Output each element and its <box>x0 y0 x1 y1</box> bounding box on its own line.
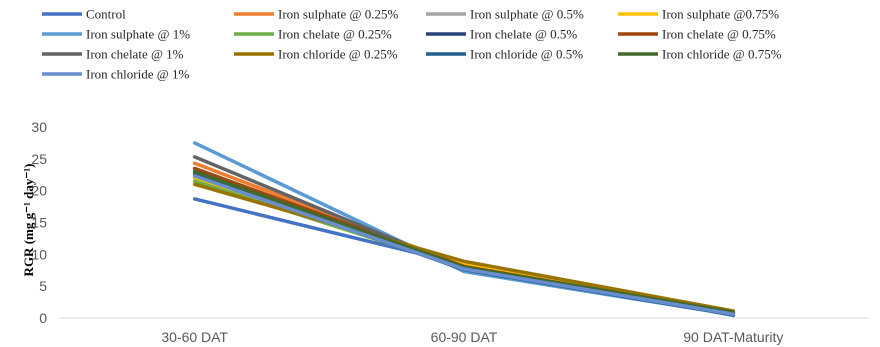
y-axis-ticks: 0 5 10 15 20 25 30 <box>31 119 47 326</box>
legend-label: Iron chloride @ 1% <box>86 67 189 82</box>
series-line-iron-sulphate-1 <box>192 141 736 317</box>
legend-label: Control <box>86 7 126 22</box>
legend-label: Iron sulphate @ 1% <box>86 27 190 42</box>
chart-legend: Control Iron sulphate @ 0.25% Iron sulphat… <box>42 7 782 82</box>
series-line-iron-chloride-0-25 <box>192 182 736 313</box>
legend-label: Iron sulphate @0.75% <box>662 7 779 22</box>
legend-label: Iron sulphate @ 0.25% <box>278 7 398 22</box>
x-tick-label: 90 DAT-Maturity <box>683 329 783 345</box>
y-tick-label: 25 <box>31 151 47 167</box>
legend-label: Iron chloride @ 0.5% <box>470 47 583 62</box>
legend-label: Iron chelate @ 0.25% <box>278 27 392 42</box>
y-tick-label: 0 <box>39 310 47 326</box>
legend-label: Iron sulphate @ 0.5% <box>470 7 584 22</box>
legend-label: Iron chloride @ 0.25% <box>278 47 398 62</box>
y-tick-label: 30 <box>31 119 47 135</box>
x-axis-ticks: 30-60 DAT 60-90 DAT 90 DAT-Maturity <box>161 329 783 345</box>
series-lines <box>192 141 736 318</box>
x-tick-label: 30-60 DAT <box>161 329 228 345</box>
x-tick-label: 60-90 DAT <box>431 329 498 345</box>
series-line-iron-chloride-1 <box>192 174 736 316</box>
series-line-iron-chloride-0-75 <box>192 169 736 315</box>
legend-label: Iron chloride @ 0.75% <box>662 47 782 62</box>
legend-label: Iron chelate @ 0.5% <box>470 27 577 42</box>
y-tick-label: 20 <box>31 183 47 199</box>
y-tick-label: 5 <box>39 278 47 294</box>
series-line-iron-sulphate-0-25 <box>192 161 736 315</box>
y-tick-label: 10 <box>31 246 47 262</box>
y-tick-label: 15 <box>31 215 47 231</box>
legend-label: Iron chelate @ 0.75% <box>662 27 776 42</box>
legend-label: Iron chelate @ 1% <box>86 47 184 62</box>
y-axis-label: RGR (mg g⁻¹ day⁻¹) <box>21 164 36 277</box>
